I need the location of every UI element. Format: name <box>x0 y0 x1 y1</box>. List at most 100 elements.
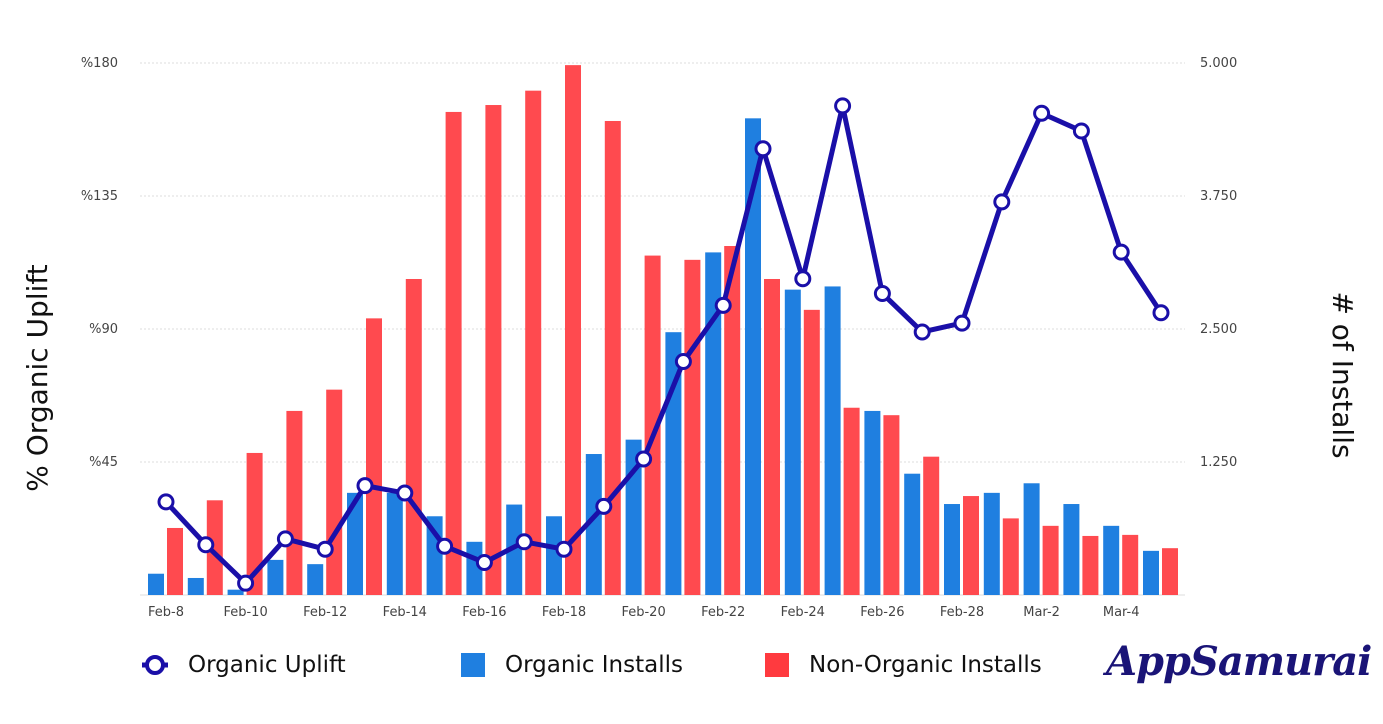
organic-uplift-line <box>164 103 1164 586</box>
organic-uplift-point <box>555 540 573 558</box>
non-organic-installs-bar <box>803 309 820 595</box>
organic-installs-bar <box>187 577 204 595</box>
non-organic-installs-bar <box>246 452 263 595</box>
non-organic-installs-bar <box>684 259 701 595</box>
organic-uplift-point <box>436 537 454 555</box>
legend-label: Organic Installs <box>505 652 683 678</box>
organic-installs-bar <box>307 564 324 595</box>
organic-installs-bar <box>227 589 244 595</box>
appsamurai-logo: AppSamurai <box>1106 638 1372 685</box>
x-tick-label: Feb-18 <box>542 605 586 620</box>
organic-uplift-point <box>714 296 732 314</box>
organic-uplift-point <box>197 536 215 554</box>
non-organic-installs-bar <box>604 120 621 595</box>
organic-uplift-point <box>237 574 255 592</box>
organic-uplift-point <box>913 323 931 341</box>
right-tick-label: 5.000 <box>1200 56 1237 71</box>
non-organic-installs-bar <box>644 255 661 596</box>
non-organic-installs-bar <box>366 318 382 595</box>
organic-uplift-point <box>1112 243 1130 261</box>
organic-uplift-point <box>635 450 653 468</box>
organic-uplift-point <box>873 285 891 303</box>
x-tick-label: Mar-4 <box>1103 605 1140 620</box>
legend-label: Organic Uplift <box>188 652 346 678</box>
legend-item-organic-installs: Organic Installs <box>461 652 683 678</box>
organic-uplift-point <box>1033 104 1051 122</box>
non-organic-installs-bar <box>843 407 860 595</box>
right-axis-title: # of Installs <box>1326 291 1359 458</box>
blue-swatch-icon <box>461 653 485 677</box>
non-organic-installs-bar <box>405 278 422 595</box>
x-tick-label: Feb-16 <box>462 605 506 620</box>
non-organic-installs-bar <box>286 410 303 595</box>
x-tick-label: Feb-22 <box>701 605 745 620</box>
organic-uplift-point <box>595 497 613 515</box>
organic-uplift-point <box>396 484 414 502</box>
non-organic-installs-bar <box>724 246 741 595</box>
organic-installs-bar <box>585 454 602 595</box>
organic-uplift-point <box>1152 304 1170 322</box>
organic-installs-bar <box>347 492 363 595</box>
organic-installs-bar <box>705 252 722 595</box>
non-organic-installs-bar <box>963 496 979 595</box>
organic-installs-bar <box>1143 550 1159 595</box>
organic-uplift-point <box>475 553 493 571</box>
right-tick-label: 3.750 <box>1200 189 1237 204</box>
organic-installs-bar <box>904 473 921 595</box>
x-tick-label: Feb-14 <box>383 605 427 620</box>
legend-item-non-organic-installs: Non-Organic Installs <box>765 652 1042 678</box>
organic-installs-bar <box>267 559 284 595</box>
organic-uplift-point <box>157 493 175 511</box>
organic-installs-bar <box>944 504 960 595</box>
non-organic-installs-bar <box>1082 535 1099 595</box>
organic-uplift-point <box>993 193 1011 211</box>
organic-installs-bar <box>1023 483 1040 595</box>
organic-uplift-point <box>794 270 812 288</box>
organic-uplift-point <box>316 540 334 558</box>
x-tick-label: Mar-2 <box>1023 605 1060 620</box>
non-organic-installs-bar <box>485 105 502 595</box>
organic-uplift-point <box>1072 122 1090 140</box>
legend-item-organic-uplift: Organic Uplift <box>140 652 346 678</box>
non-organic-installs-bar <box>565 65 581 596</box>
non-organic-installs-bar <box>1162 548 1178 595</box>
x-tick-label: Feb-12 <box>303 605 347 620</box>
organic-installs-bar <box>386 492 403 595</box>
organic-installs-bar <box>148 573 164 595</box>
organic-installs-bar <box>1103 525 1120 595</box>
x-tick-label: Feb-8 <box>148 605 184 620</box>
non-organic-installs-bar <box>326 389 343 595</box>
non-organic-installs-bar <box>764 278 780 595</box>
organic-installs-bar <box>745 118 761 595</box>
left-axis-title: % Organic Uplift <box>21 264 54 492</box>
organic-uplift-point <box>953 314 971 332</box>
non-organic-installs-bar <box>883 415 900 595</box>
x-tick-label: Feb-24 <box>781 605 825 620</box>
organic-installs-bar <box>824 286 841 595</box>
organic-installs-bar <box>784 289 801 595</box>
organic-uplift-point <box>834 97 852 115</box>
legend-label: Non-Organic Installs <box>809 652 1042 678</box>
organic-installs-bar <box>546 516 562 595</box>
non-organic-installs-bar <box>525 90 542 595</box>
organic-installs-bar <box>864 410 881 595</box>
right-tick-label: 1.250 <box>1200 455 1237 470</box>
red-swatch-icon <box>765 653 789 677</box>
organic-uplift-point <box>276 530 294 548</box>
organic-uplift-point <box>674 353 692 371</box>
left-tick-label: %90 <box>89 322 118 337</box>
non-organic-installs-bar <box>1042 525 1059 595</box>
organic-installs-bar <box>983 492 1000 595</box>
non-organic-installs-bar <box>206 500 223 595</box>
organic-uplift-point <box>515 533 533 551</box>
left-tick-label: %135 <box>81 189 118 204</box>
x-tick-label: Feb-20 <box>621 605 665 620</box>
non-organic-installs-bar <box>445 111 462 595</box>
x-tick-label: Feb-10 <box>223 605 267 620</box>
organic-uplift-point <box>754 140 772 158</box>
x-tick-label: Feb-28 <box>940 605 984 620</box>
left-tick-label: %45 <box>89 455 118 470</box>
line-marker-icon <box>142 655 168 675</box>
non-organic-installs-bar <box>167 527 183 595</box>
